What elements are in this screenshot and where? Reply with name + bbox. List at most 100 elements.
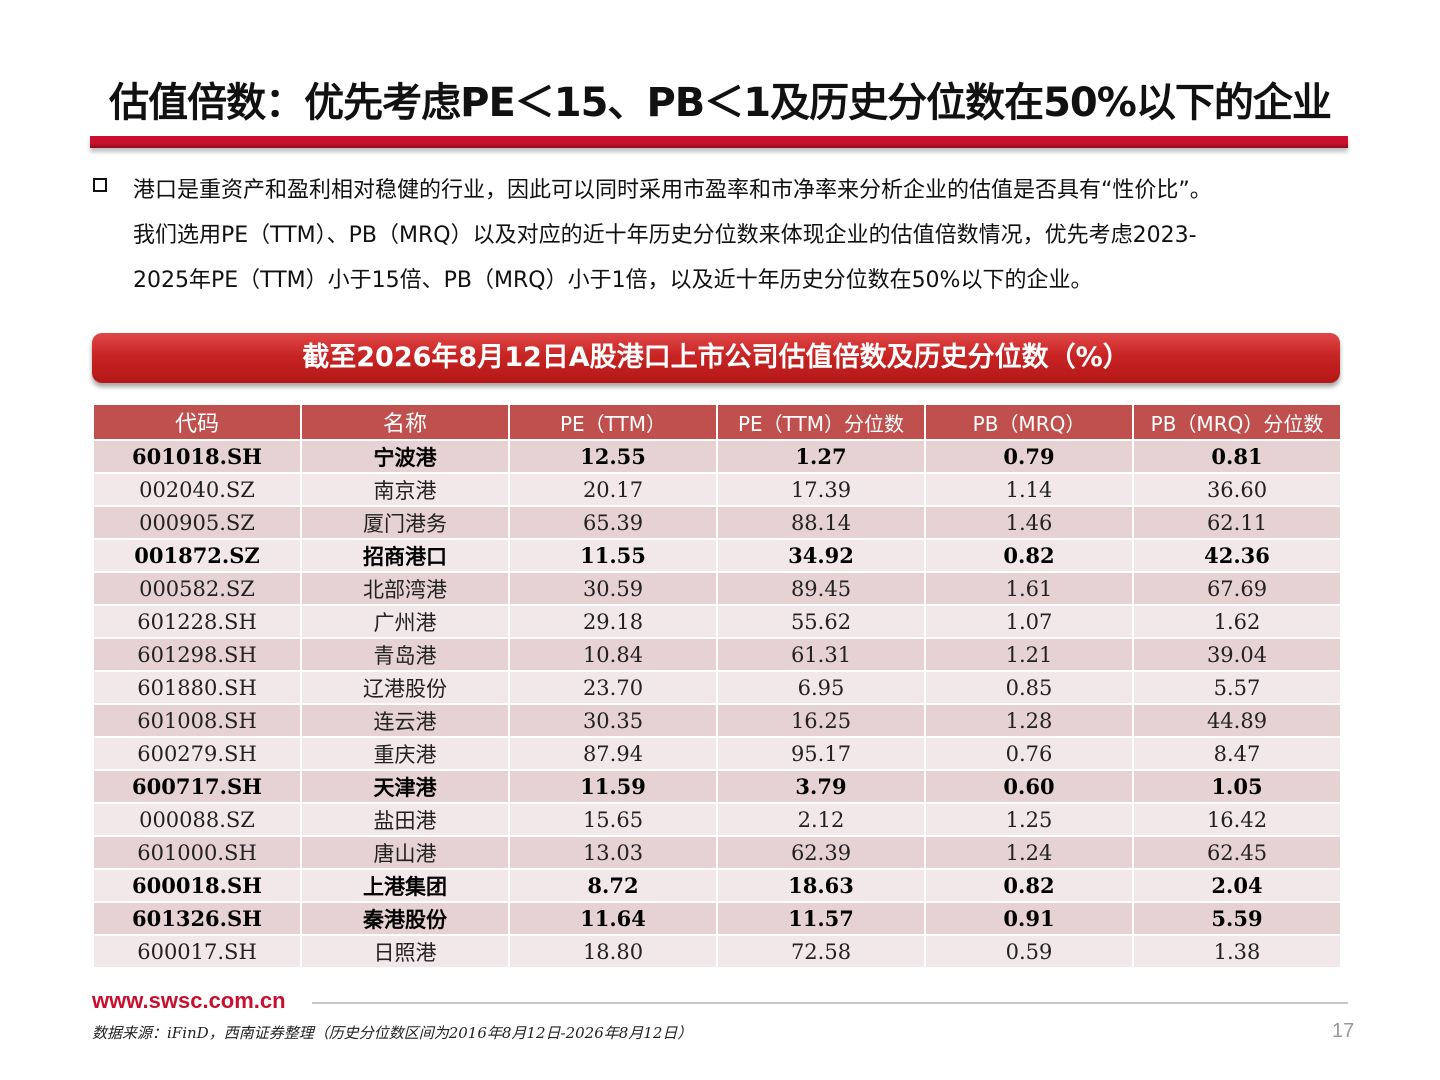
intro-line: 我们选用PE（TTM）、PB（MRQ）以及对应的近十年历史分位数来体现企业的估值… xyxy=(133,213,1358,258)
cell-pb-percentile: 39.04 xyxy=(1133,638,1341,671)
cell-code: 600717.SH xyxy=(93,770,301,803)
column-header-pe: PE（TTM） xyxy=(509,404,717,440)
cell-pe-percentile: 89.45 xyxy=(717,572,925,605)
intro-line: 2025年PE（TTM）小于15倍、PB（MRQ）小于1倍，以及近十年历史分位数… xyxy=(133,258,1358,303)
table-row: 001872.SZ招商港口11.5534.920.8242.36 xyxy=(93,539,1341,572)
cell-name: 天津港 xyxy=(301,770,509,803)
cell-pe: 11.64 xyxy=(509,902,717,935)
table-row: 601018.SH宁波港12.551.270.790.81 xyxy=(93,440,1341,473)
cell-pe: 12.55 xyxy=(509,440,717,473)
cell-pe: 30.35 xyxy=(509,704,717,737)
cell-code: 601326.SH xyxy=(93,902,301,935)
column-header-name: 名称 xyxy=(301,404,509,440)
column-header-code: 代码 xyxy=(93,404,301,440)
table-row: 601000.SH唐山港13.0362.391.2462.45 xyxy=(93,836,1341,869)
table-row: 601326.SH秦港股份11.6411.570.915.59 xyxy=(93,902,1341,935)
cell-code: 000905.SZ xyxy=(93,506,301,539)
cell-name: 辽港股份 xyxy=(301,671,509,704)
cell-pb-percentile: 1.62 xyxy=(1133,605,1341,638)
cell-code: 002040.SZ xyxy=(93,473,301,506)
slide-title: 估值倍数：优先考虑PE＜15、PB＜1及历史分位数在50%以下的企业 xyxy=(0,70,1440,128)
cell-pe-percentile: 34.92 xyxy=(717,539,925,572)
cell-pe: 87.94 xyxy=(509,737,717,770)
cell-pe-percentile: 1.27 xyxy=(717,440,925,473)
cell-pe-percentile: 2.12 xyxy=(717,803,925,836)
cell-name: 秦港股份 xyxy=(301,902,509,935)
cell-pb-percentile: 62.11 xyxy=(1133,506,1341,539)
cell-pe: 15.65 xyxy=(509,803,717,836)
cell-code: 001872.SZ xyxy=(93,539,301,572)
table-row: 000905.SZ厦门港务65.3988.141.4662.11 xyxy=(93,506,1341,539)
cell-name: 招商港口 xyxy=(301,539,509,572)
cell-pe-percentile: 11.57 xyxy=(717,902,925,935)
cell-pb: 0.60 xyxy=(925,770,1133,803)
cell-pe-percentile: 61.31 xyxy=(717,638,925,671)
cell-code: 601880.SH xyxy=(93,671,301,704)
data-source-note: 数据来源：iFinD，西南证券整理（历史分位数区间为2016年8月12日-202… xyxy=(92,1022,692,1043)
cell-code: 601018.SH xyxy=(93,440,301,473)
cell-pe-percentile: 18.63 xyxy=(717,869,925,902)
table-row: 601228.SH广州港29.1855.621.071.62 xyxy=(93,605,1341,638)
column-header-pb: PB（MRQ） xyxy=(925,404,1133,440)
cell-name: 南京港 xyxy=(301,473,509,506)
footer-website: www.swsc.com.cn xyxy=(92,988,286,1014)
cell-pe-percentile: 17.39 xyxy=(717,473,925,506)
column-header-pe-percentile: PE（TTM）分位数 xyxy=(717,404,925,440)
cell-pb: 1.07 xyxy=(925,605,1133,638)
cell-pb-percentile: 8.47 xyxy=(1133,737,1341,770)
cell-pe: 11.59 xyxy=(509,770,717,803)
intro-line: 港口是重资产和盈利相对稳健的行业，因此可以同时采用市盈率和市净率来分析企业的估值… xyxy=(133,168,1358,213)
cell-code: 601000.SH xyxy=(93,836,301,869)
cell-pb: 0.91 xyxy=(925,902,1133,935)
cell-name: 广州港 xyxy=(301,605,509,638)
table-row: 600017.SH日照港18.8072.580.591.38 xyxy=(93,935,1341,968)
cell-pe-percentile: 95.17 xyxy=(717,737,925,770)
cell-pb-percentile: 36.60 xyxy=(1133,473,1341,506)
cell-pb-percentile: 0.81 xyxy=(1133,440,1341,473)
table-row: 000088.SZ盐田港15.652.121.2516.42 xyxy=(93,803,1341,836)
cell-pb-percentile: 42.36 xyxy=(1133,539,1341,572)
cell-pe: 65.39 xyxy=(509,506,717,539)
cell-code: 601008.SH xyxy=(93,704,301,737)
cell-name: 连云港 xyxy=(301,704,509,737)
cell-name: 盐田港 xyxy=(301,803,509,836)
table-row: 002040.SZ南京港20.1717.391.1436.60 xyxy=(93,473,1341,506)
cell-code: 601298.SH xyxy=(93,638,301,671)
square-bullet-icon xyxy=(93,178,107,192)
table-body: 601018.SH宁波港12.551.270.790.81002040.SZ南京… xyxy=(93,440,1341,968)
table-row: 000582.SZ北部湾港30.5989.451.6167.69 xyxy=(93,572,1341,605)
cell-name: 唐山港 xyxy=(301,836,509,869)
table-header-row: 代码 名称 PE（TTM） PE（TTM）分位数 PB（MRQ） PB（MRQ）… xyxy=(93,404,1341,440)
cell-pb-percentile: 62.45 xyxy=(1133,836,1341,869)
page-number: 17 xyxy=(1332,1020,1354,1043)
cell-code: 600017.SH xyxy=(93,935,301,968)
cell-code: 000088.SZ xyxy=(93,803,301,836)
cell-code: 601228.SH xyxy=(93,605,301,638)
cell-pb-percentile: 5.57 xyxy=(1133,671,1341,704)
table-row: 601008.SH连云港30.3516.251.2844.89 xyxy=(93,704,1341,737)
cell-pe-percentile: 3.79 xyxy=(717,770,925,803)
cell-pe: 11.55 xyxy=(509,539,717,572)
cell-pb: 1.28 xyxy=(925,704,1133,737)
table-title-banner: 截至2026年8月12日A股港口上市公司估值倍数及历史分位数（%） xyxy=(92,333,1340,383)
cell-pe: 18.80 xyxy=(509,935,717,968)
footer-divider xyxy=(312,1002,1348,1004)
cell-pe-percentile: 6.95 xyxy=(717,671,925,704)
cell-pb: 0.59 xyxy=(925,935,1133,968)
cell-pb-percentile: 16.42 xyxy=(1133,803,1341,836)
cell-pe: 20.17 xyxy=(509,473,717,506)
table-row: 600018.SH上港集团8.7218.630.822.04 xyxy=(93,869,1341,902)
cell-name: 宁波港 xyxy=(301,440,509,473)
cell-code: 600018.SH xyxy=(93,869,301,902)
cell-pb-percentile: 5.59 xyxy=(1133,902,1341,935)
cell-pe-percentile: 62.39 xyxy=(717,836,925,869)
cell-pe: 13.03 xyxy=(509,836,717,869)
cell-pb: 1.24 xyxy=(925,836,1133,869)
cell-pb: 1.21 xyxy=(925,638,1133,671)
table-row: 601880.SH辽港股份23.706.950.855.57 xyxy=(93,671,1341,704)
column-header-pb-percentile: PB（MRQ）分位数 xyxy=(1133,404,1341,440)
intro-paragraph: 港口是重资产和盈利相对稳健的行业，因此可以同时采用市盈率和市净率来分析企业的估值… xyxy=(133,168,1358,303)
cell-pe: 10.84 xyxy=(509,638,717,671)
cell-pb-percentile: 1.05 xyxy=(1133,770,1341,803)
cell-name: 日照港 xyxy=(301,935,509,968)
